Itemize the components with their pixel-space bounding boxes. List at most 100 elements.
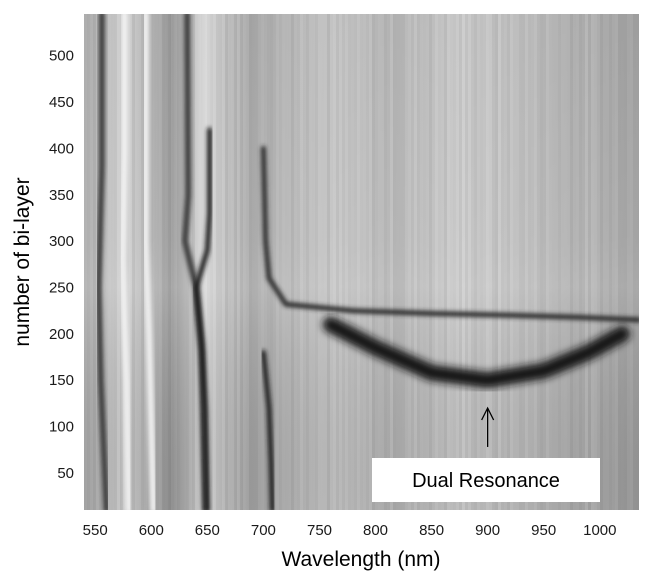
stripe [357,14,360,510]
resonance-band-575 [118,14,133,510]
y-tick-label: 200 [49,326,74,343]
stripe [333,14,336,510]
stripe [582,14,585,510]
y-tick-label: 400 [49,140,74,157]
stripe [540,14,543,510]
stripe [474,14,477,510]
stripe [405,14,408,510]
stripe [618,14,621,510]
stripe [408,14,411,510]
stripe [360,14,363,510]
stripe [171,14,174,510]
stripe [255,14,258,510]
stripe [456,14,459,510]
stripe [555,14,558,510]
stripe [150,14,153,510]
stripe [435,14,438,510]
stripe [93,14,96,510]
plot-area [84,14,639,510]
stripe [252,14,255,510]
stripe [336,14,339,510]
stripe [213,14,216,510]
stripe [348,14,351,510]
stripe [183,14,186,510]
stripe [114,14,117,510]
stripe [612,14,615,510]
stripe [369,14,372,510]
stripe [87,14,90,510]
stripe [525,14,528,510]
stripe [366,14,369,510]
stripe [297,14,300,510]
stripe [294,14,297,510]
x-tick-label: 600 [139,522,164,539]
stripe [519,14,522,510]
y-tick-label: 100 [49,419,74,436]
annotation-label: Dual Resonance [412,470,560,492]
stripe [198,14,201,510]
stripe [630,14,633,510]
y-tick-label: 350 [49,187,74,204]
stripe [597,14,600,510]
stripe [603,14,606,510]
resonance-band-705 [260,349,275,510]
x-axis-ticks: 550 600 650 700 750 800 850 900 950 1000 [83,522,617,539]
y-tick-label: 300 [49,233,74,250]
stripe [477,14,480,510]
y-tick-label: 50 [57,465,74,482]
stripe [501,14,504,510]
stripe [531,14,534,510]
x-tick-label: 1000 [583,522,616,539]
x-axis-title: Wavelength (nm) [281,548,440,571]
x-tick-label: 800 [363,522,388,539]
stripe [492,14,495,510]
stripe [399,14,402,510]
stripe [177,14,180,510]
stripe [243,14,246,510]
stripe [609,14,612,510]
stripe [417,14,420,510]
stripe [579,14,582,510]
stripe [285,14,288,510]
stripe [558,14,561,510]
stripe [159,14,162,510]
stripe [498,14,501,510]
x-tick-label: 700 [251,522,276,539]
stripe [117,14,120,510]
stripe [108,14,111,510]
stripe [576,14,579,510]
stripe [165,14,168,510]
stripe [168,14,171,510]
stripe [162,14,165,510]
stripe [471,14,474,510]
stripe [327,14,330,510]
resonance-dual-resonance [322,316,631,389]
stripe [636,14,639,510]
stripe [543,14,546,510]
stripe [240,14,243,510]
stripe [600,14,603,510]
stripe [441,14,444,510]
stripe [192,14,195,510]
stripe [372,14,375,510]
stripe [261,14,264,510]
stripe [135,14,138,510]
y-tick-label: 150 [49,372,74,389]
stripe [339,14,342,510]
stripe [321,14,324,510]
stripe [465,14,468,510]
stripe [141,14,144,510]
stripe [219,14,222,510]
stripe [468,14,471,510]
stripe [423,14,426,510]
stripe [129,14,132,510]
stripe [561,14,564,510]
stripe [231,14,234,510]
stripe [567,14,570,510]
stripe [300,14,303,510]
stripe [105,14,108,510]
stripe [138,14,141,510]
x-tick-label: 900 [475,522,500,539]
stripe [495,14,498,510]
